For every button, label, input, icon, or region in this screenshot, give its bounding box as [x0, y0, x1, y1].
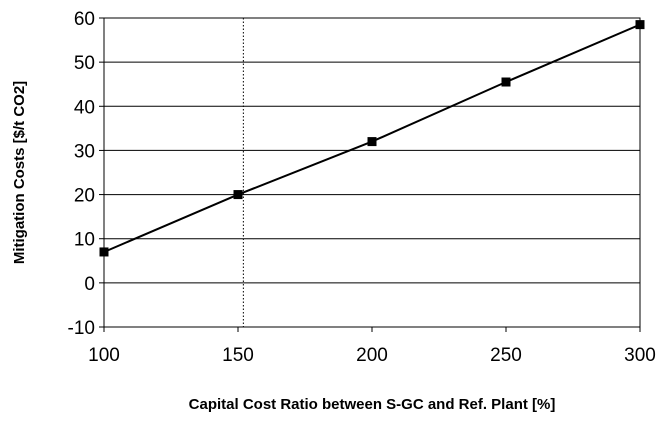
data-point-marker-150	[233, 190, 243, 200]
y-tick-label: 30	[74, 141, 95, 162]
x-tick-label: 150	[222, 345, 254, 366]
y-tick-label: 60	[74, 9, 95, 30]
x-tick-label: 300	[624, 345, 656, 366]
y-axis-title: Mitigation Costs [$/t CO2]	[11, 81, 28, 264]
y-tick-label: 10	[74, 230, 95, 251]
data-point-marker-250	[501, 77, 511, 87]
y-axis-ticks: -10 0 10 20 30 40 50 60	[68, 9, 104, 339]
y-tick-label: 0	[84, 274, 95, 295]
x-tick-label: 100	[88, 345, 120, 366]
x-tick-label: 200	[356, 345, 388, 366]
data-point-marker-300	[635, 20, 645, 30]
data-point-marker-200	[367, 137, 377, 147]
y-tick-label: 50	[74, 53, 95, 74]
grid-lines	[104, 17, 640, 328]
x-tick-label: 250	[490, 345, 522, 366]
x-axis-title: Capital Cost Ratio between S-GC and Ref.…	[189, 396, 556, 413]
data-point-marker-100	[99, 247, 109, 257]
plot-area-frame	[103, 17, 641, 328]
y-tick-label: 20	[74, 186, 95, 207]
y-tick-label: -10	[68, 318, 95, 339]
y-tick-label: 40	[74, 97, 95, 118]
series-markers	[99, 20, 645, 257]
x-axis-ticks: 100 150 200 250 300	[88, 327, 656, 366]
